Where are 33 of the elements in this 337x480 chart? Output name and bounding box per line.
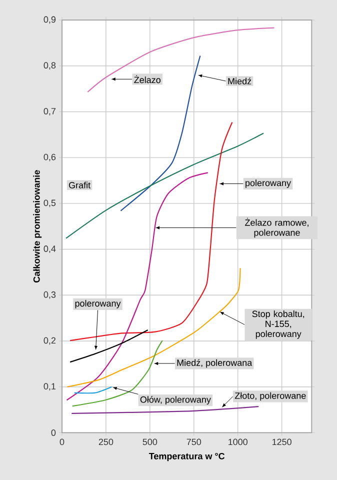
- annotation: polerowany: [246, 180, 291, 188]
- y-tick-label: 0,9: [44, 16, 56, 24]
- line-series: [72, 340, 163, 407]
- annotation: Żelazo: [134, 75, 160, 84]
- y-tick-label: 0,3: [44, 291, 56, 299]
- y-axis-title: Całkowite promieniowanie: [33, 170, 42, 282]
- annotation: Ołów, polerowany: [140, 396, 211, 405]
- x-tick-label: 250: [98, 438, 114, 446]
- annotation: Żelazo ramowe, polerowane: [245, 218, 308, 238]
- y-tick-label: 0,7: [44, 108, 56, 116]
- line-series: [120, 55, 201, 212]
- annotation: polerowany: [75, 300, 121, 308]
- line-series: [70, 329, 148, 363]
- y-tick-label: 0,8: [44, 62, 56, 70]
- annotation: Grafit: [68, 182, 90, 188]
- y-tick-label: 0,6: [44, 154, 56, 162]
- annotation: Złoto, polerowane: [234, 392, 306, 401]
- x-tick-label: 1250: [272, 438, 292, 446]
- y-tick-label: 0,2: [44, 337, 56, 345]
- y-tick-label: 0,5: [44, 200, 56, 208]
- y-tick-label: 0,4: [44, 246, 56, 253]
- x-tick-label: 0: [60, 438, 64, 446]
- x-axis-title: Temperatura w °C: [148, 452, 225, 462]
- y-tick-label: 0: [51, 430, 56, 436]
- x-tick-label: 500: [142, 438, 158, 446]
- y-tick-label: 0,1: [44, 383, 56, 391]
- annotation: Miedź, polerowana: [177, 359, 252, 368]
- x-tick-label: 750: [186, 438, 202, 446]
- line-series: [70, 122, 233, 342]
- annotation: Miedź: [228, 78, 252, 84]
- x-tick-label: 1000: [228, 438, 248, 446]
- line-series: [87, 27, 275, 93]
- annotation: Stop kobaltu, N-155, polerowany: [252, 310, 304, 339]
